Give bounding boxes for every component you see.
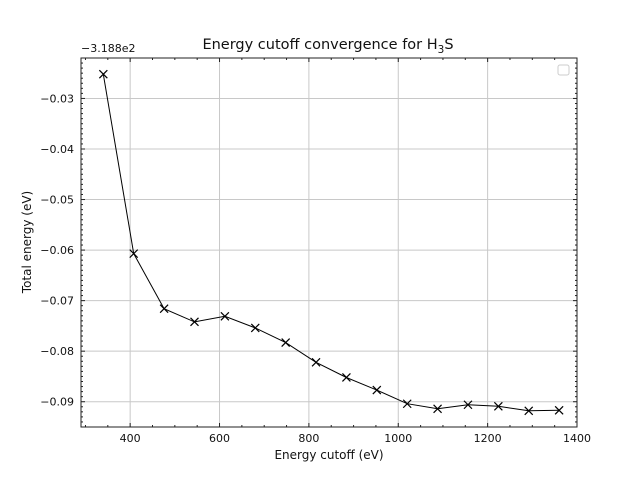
y-offset-label: −3.188e2 [81,42,135,55]
x-tick-labels: 400 600 800 1000 1200 1400 [120,432,591,445]
x-tick-label: 1000 [384,432,412,445]
legend-box [557,64,570,76]
data-point-marker [342,373,351,382]
data-point-marker [220,311,230,321]
grid [81,58,577,427]
data-point-marker [250,323,260,333]
data-point-marker [493,401,503,411]
x-tick-label: 800 [298,432,319,445]
title-main: Energy cutoff convergence for H [202,37,437,53]
y-tick-label: −0.03 [40,92,74,105]
data-point-marker [402,399,412,409]
x-axis-label: Energy cutoff (eV) [274,448,383,462]
data-point-marker [98,69,108,79]
title-end: S [444,37,453,53]
data-point-marker [129,249,139,259]
y-tick-label: −0.04 [40,143,74,156]
y-tick-label: −0.09 [40,396,74,409]
x-tick-label: 1200 [474,432,502,445]
y-tick-label: −0.06 [40,244,74,257]
y-tick-label: −0.08 [40,345,74,358]
data-point-marker [524,406,534,416]
data-point-marker [190,317,199,327]
data-point-marker [433,404,443,414]
y-tick-label: −0.07 [40,295,74,308]
data-point-marker [372,385,382,395]
chart-title: Energy cutoff convergence for H3S [202,37,453,56]
plot-frame [80,57,578,428]
series-line [102,74,560,412]
title-subscript: 3 [438,44,445,56]
data-point-marker [463,400,473,410]
y-axis-label: Total energy (eV) [20,191,34,294]
data-point-marker [554,405,564,415]
x-tick-label: 600 [209,432,230,445]
data-point-marker [281,338,291,348]
y-tick-label: −0.05 [40,194,74,207]
data-point-marker [159,304,169,314]
x-tick-label: 400 [120,432,141,445]
data-point-marker [311,357,321,367]
x-tick-label: 1400 [563,432,591,445]
series-layer [98,69,564,416]
axis-ticks [81,57,578,428]
y-tick-labels: −0.09 −0.08 −0.07 −0.06 −0.05 −0.04 −0.03 [40,92,74,408]
